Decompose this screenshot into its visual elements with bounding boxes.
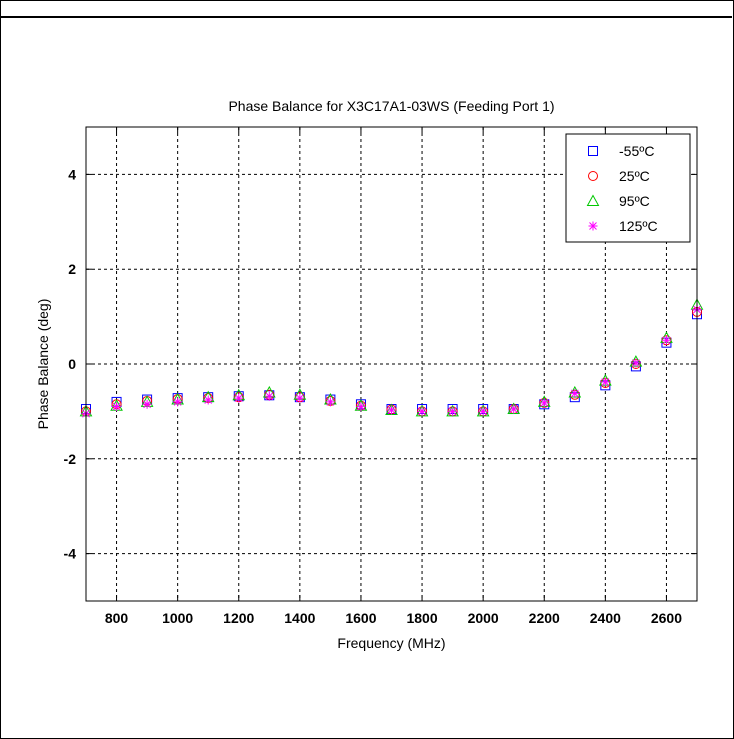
x-tick-label: 2200 — [529, 610, 560, 626]
legend-label: 95ºC — [619, 193, 650, 209]
y-axis-label: Phase Balance (deg) — [35, 299, 51, 430]
y-tick-label: -4 — [64, 546, 77, 562]
data-point — [356, 402, 366, 412]
data-point — [142, 399, 152, 409]
x-tick-label: 1400 — [284, 610, 315, 626]
data-point — [387, 405, 396, 415]
x-axis-label: Frequency (MHz) — [337, 635, 445, 651]
data-point — [417, 406, 427, 416]
data-point — [600, 377, 610, 387]
x-tick-label: 1000 — [162, 610, 193, 626]
y-tick-label: 2 — [68, 261, 76, 277]
x-tick-label: 2600 — [651, 610, 682, 626]
legend-label: 125ºC — [619, 218, 658, 234]
top-rule — [0, 16, 732, 18]
legend-marker — [588, 221, 598, 231]
x-tick-label: 1800 — [406, 610, 437, 626]
data-point — [448, 406, 458, 416]
data-point — [631, 358, 641, 368]
data-point — [295, 393, 305, 403]
legend-label: -55ºC — [619, 143, 654, 159]
y-tick-label: 0 — [68, 356, 76, 372]
chart-title: Phase Balance for X3C17A1-03WS (Feeding … — [228, 98, 554, 114]
legend-marker — [586, 194, 600, 206]
data-point — [234, 393, 244, 403]
data-point — [173, 397, 183, 407]
data-point — [570, 388, 580, 398]
series-3 — [81, 304, 702, 419]
data-point — [325, 397, 335, 407]
legend-marker — [588, 171, 598, 181]
data-point — [112, 402, 122, 412]
x-tick-label: 1200 — [223, 610, 254, 626]
legend: -55ºC 25ºC 95ºC 125ºC — [565, 133, 691, 243]
x-tick-label: 2400 — [590, 610, 621, 626]
data-point — [203, 395, 213, 405]
y-tick-label: -2 — [64, 451, 77, 467]
data-point — [661, 335, 671, 345]
axis-ticks: 800 1000 1200 1400 1600 1800 2000 2200 2400 2600 -… — [64, 127, 697, 626]
legend-box — [565, 133, 691, 243]
x-tick-label: 800 — [105, 610, 129, 626]
x-tick-label: 1600 — [345, 610, 376, 626]
data-point — [509, 404, 519, 414]
data-point — [539, 398, 549, 408]
legend-marker — [588, 146, 598, 156]
data-point — [264, 391, 274, 401]
legend-label: 25ºC — [619, 168, 650, 184]
x-tick-label: 2000 — [468, 610, 499, 626]
data-point — [478, 406, 488, 416]
y-tick-label: 4 — [68, 166, 76, 182]
